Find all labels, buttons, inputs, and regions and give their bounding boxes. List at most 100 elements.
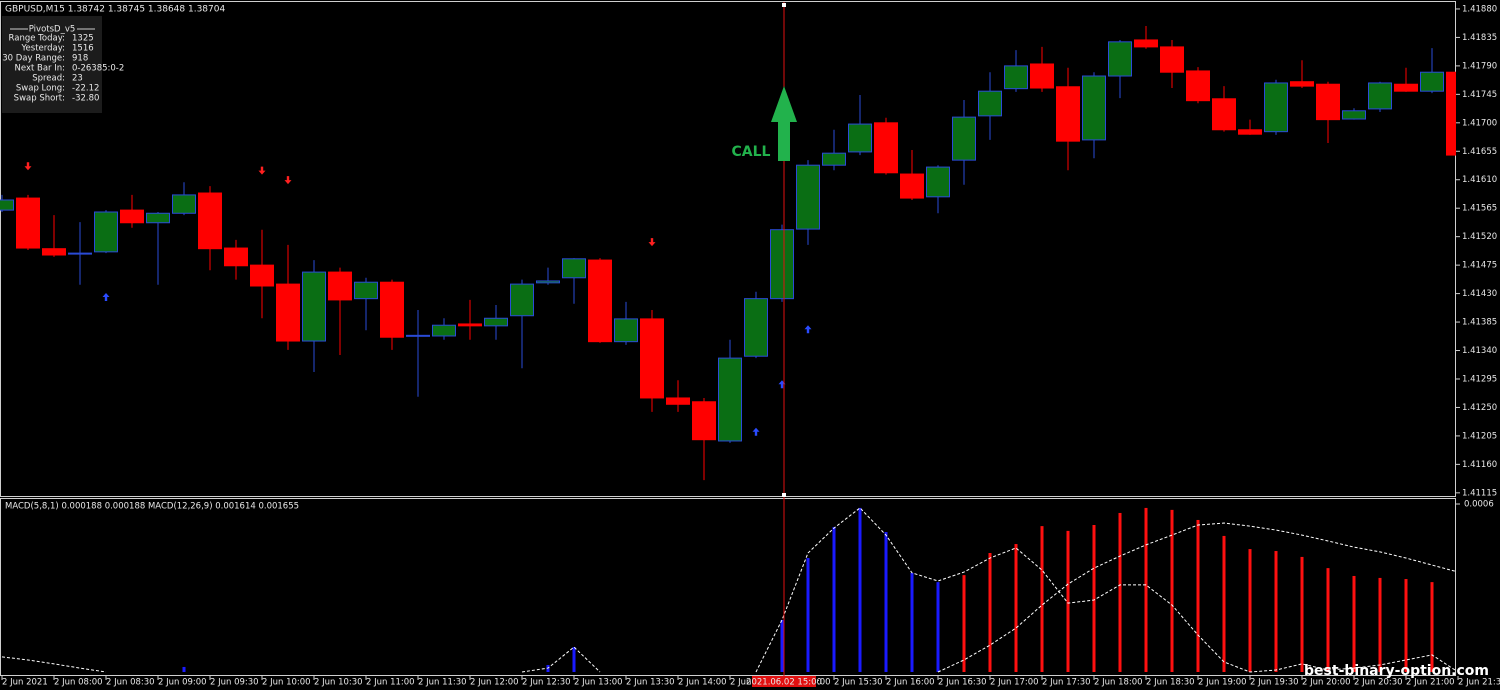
candle-body <box>250 264 274 287</box>
candle-body <box>848 123 872 153</box>
cursor-handle <box>782 493 786 497</box>
candle-body <box>94 211 118 253</box>
price-plot <box>0 26 1456 481</box>
y-tick-label: 1.41790 <box>1462 61 1497 71</box>
candle-body <box>1212 98 1236 131</box>
candle-body <box>640 318 664 399</box>
candle-body <box>822 152 846 166</box>
histogram-bar <box>1170 509 1174 672</box>
candle-body <box>0 199 14 211</box>
signal-down <box>24 162 32 171</box>
cursor-label-box <box>752 676 816 687</box>
candle-body <box>328 271 352 301</box>
x-tick-label: 2 Jun 19:00 <box>1198 678 1247 688</box>
signal-down <box>648 238 656 247</box>
histogram-bar <box>182 666 186 672</box>
candle-body <box>952 116 976 161</box>
macd-title: MACD(5,8,1) 0.000188 0.000188 MACD(12,26… <box>5 502 299 512</box>
candle-body <box>1394 83 1418 92</box>
y-tick-label: 1.41610 <box>1462 175 1497 185</box>
info-value: -22.12 <box>72 84 99 94</box>
histogram-bar <box>1092 525 1096 672</box>
info-label: Next Bar In: <box>15 64 66 74</box>
info-label: Yesterday: <box>20 44 65 54</box>
y-tick-label: 1.41430 <box>1462 289 1497 299</box>
candle-body <box>1186 70 1210 102</box>
histogram-bar <box>1222 535 1226 672</box>
price-frame <box>0 1 1456 497</box>
x-tick-label: 2 Jun 19:30 <box>1250 678 1299 688</box>
candle-body <box>432 324 456 337</box>
candle-body <box>562 258 586 279</box>
y-tick-label: 0.0006 <box>1464 500 1494 510</box>
x-tick-label: 2 Jun 17:30 <box>1042 678 1091 688</box>
candle-body <box>510 283 534 317</box>
signal-line <box>937 522 1456 673</box>
histogram-bar <box>988 553 992 672</box>
signal-up <box>102 292 110 301</box>
info-label: Swap Long: <box>16 84 65 94</box>
histogram-bar <box>1066 530 1070 672</box>
x-tick-label: 2 Jun 11:30 <box>418 678 467 688</box>
candle-body <box>458 323 482 327</box>
signal-down <box>258 166 266 175</box>
x-tick-label: 2 Jun 10:00 <box>262 678 311 688</box>
candle-body <box>1238 129 1262 135</box>
cursor-handle <box>782 3 786 7</box>
x-tick-label: 2 Jun 08:30 <box>106 678 155 688</box>
candle-body <box>354 281 378 300</box>
candle-body <box>172 194 196 214</box>
info-label: Range Today: <box>9 34 65 44</box>
candle-body <box>1004 65 1028 90</box>
histogram-bar <box>884 532 888 672</box>
info-label: 30 Day Range: <box>2 54 65 64</box>
candle-body <box>16 197 40 249</box>
y-tick-label: 1.41340 <box>1462 346 1497 356</box>
x-tick-label: 2 Jun 18:30 <box>1146 678 1195 688</box>
histogram-bar <box>1118 512 1122 672</box>
histogram-bar <box>1326 568 1330 672</box>
info-box <box>2 16 102 113</box>
candle-body <box>614 318 638 343</box>
histogram-bar <box>806 558 810 672</box>
histogram-bar <box>1378 577 1382 672</box>
macd-frame <box>0 498 1456 676</box>
x-tick-label: 2 Jun 20:30 <box>1354 678 1403 688</box>
x-tick-label: 2 Jun 2021 <box>2 678 48 688</box>
candle-body <box>1264 82 1288 133</box>
candle-body <box>1342 110 1366 120</box>
y-tick-label: 1.41115 <box>1462 488 1497 498</box>
candle-body <box>224 247 248 267</box>
y-tick-label: 1.41565 <box>1462 204 1497 214</box>
x-tick-label: 2 Jun 21:30 <box>1458 678 1500 688</box>
histogram-bar <box>1040 526 1044 672</box>
histogram-bar <box>1300 556 1304 672</box>
candle-body <box>1134 39 1158 48</box>
histogram-bar <box>962 575 966 672</box>
x-tick-label: 2 Jun 09:30 <box>210 678 259 688</box>
info-value: 918 <box>72 54 88 64</box>
histogram-bar <box>1404 579 1408 672</box>
y-tick-label: 1.41835 <box>1462 33 1497 43</box>
y-tick-label: 1.41655 <box>1462 147 1497 157</box>
x-tick-label: 2 Jun 08:00 <box>54 678 103 688</box>
call-label: CALL <box>732 144 771 160</box>
x-tick-label: 2 Jun 13:30 <box>626 678 675 688</box>
info-value: -32.80 <box>72 94 99 104</box>
candle-body <box>484 317 508 327</box>
histogram-bar <box>1274 551 1278 672</box>
x-tick-label: 2 Jun 17:00 <box>990 678 1039 688</box>
x-tick-label: 2 Jun 14:00 <box>678 678 727 688</box>
signal-line <box>521 646 601 673</box>
x-tick-label: 2 Jun 15:30 <box>834 678 883 688</box>
cursor-label: 2021.06.02 15:00 <box>746 678 822 688</box>
signal-up <box>804 325 812 334</box>
info-rows: Range Today: 1325 Yesterday: 1516 30 Day Ran… <box>2 34 124 104</box>
histogram-bar <box>1248 549 1252 672</box>
signal-down <box>284 176 292 185</box>
candle-body <box>276 283 300 342</box>
candle-body <box>536 280 560 284</box>
candle-body <box>926 166 950 198</box>
